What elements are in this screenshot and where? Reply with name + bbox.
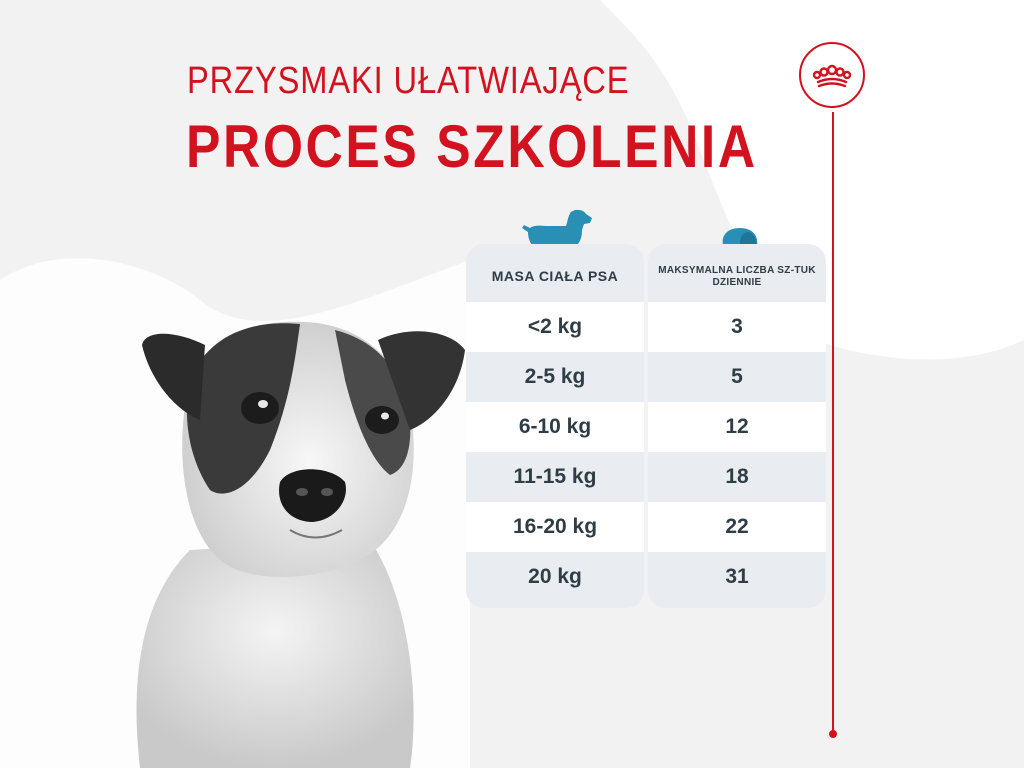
dog-photo [136, 321, 465, 768]
brand-line [829, 112, 837, 738]
dosage-table: MASA CIAŁA PSA <2 kg 2-5 kg 6-10 kg 11-1… [466, 244, 826, 608]
page-title: PROCES SZKOLENIA [186, 113, 758, 180]
count-column: MAKSYMALNA LICZBA SZ-TUK DZIENNIE 3 5 12… [648, 244, 826, 608]
count-cell: 12 [648, 402, 826, 452]
count-cell: 5 [648, 352, 826, 402]
title-line-1: PRZYSMAKI UŁATWIAJĄCE [187, 60, 630, 102]
count-cell: 22 [648, 502, 826, 552]
count-cell: 18 [648, 452, 826, 502]
count-cell: 3 [648, 302, 826, 352]
weight-cell: <2 kg [466, 302, 644, 352]
weight-cell: 16-20 kg [466, 502, 644, 552]
weight-cell: 11-15 kg [466, 452, 644, 502]
weight-cell: 6-10 kg [466, 402, 644, 452]
weight-cell: 20 kg [466, 552, 644, 602]
count-cell: 31 [648, 552, 826, 602]
weight-cell: 2-5 kg [466, 352, 644, 402]
brand-badge [799, 42, 865, 108]
crown-icon [812, 64, 852, 88]
count-header: MAKSYMALNA LICZBA SZ-TUK DZIENNIE [658, 265, 816, 288]
weight-column: MASA CIAŁA PSA <2 kg 2-5 kg 6-10 kg 11-1… [466, 244, 644, 608]
weight-header: MASA CIAŁA PSA [491, 268, 619, 284]
